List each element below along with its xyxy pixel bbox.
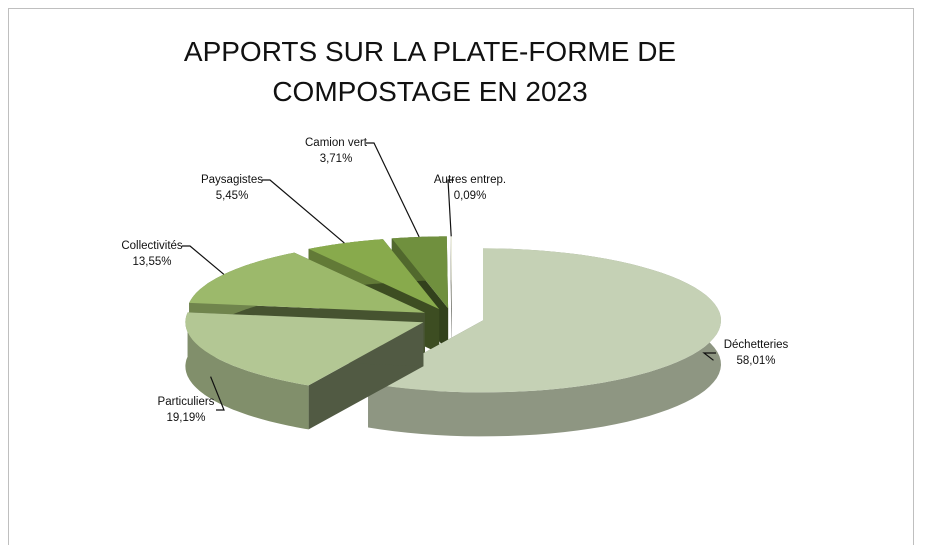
- category-label: Camion vert: [305, 137, 368, 149]
- category-label: Collectivités: [121, 240, 183, 252]
- slice: [450, 236, 452, 309]
- value-label: 58,01%: [736, 355, 775, 367]
- value-label: 0,09%: [454, 190, 487, 202]
- category-label: Particuliers: [158, 396, 215, 408]
- chart-title: APPORTS SUR LA PLATE-FORME DE COMPOSTAGE…: [183, 36, 677, 107]
- slice: [189, 252, 425, 313]
- category-label: Autres entrep.: [434, 174, 506, 186]
- slice: [308, 239, 440, 310]
- slice: [391, 236, 449, 309]
- value-label: 3,71%: [320, 153, 353, 165]
- slice: [185, 312, 424, 386]
- leader-line: [447, 179, 454, 237]
- leader-line: [182, 245, 225, 275]
- leader-line: [366, 142, 420, 238]
- category-label: Déchetteries: [724, 339, 789, 351]
- chart-frame: [8, 8, 914, 545]
- category-label: Paysagistes: [201, 174, 263, 186]
- slice: [368, 248, 721, 393]
- slice-group: [368, 248, 721, 437]
- leader-line: [702, 352, 716, 361]
- leader-line: [262, 179, 345, 244]
- value-label: 5,45%: [216, 190, 249, 202]
- value-label: 13,55%: [132, 256, 171, 268]
- value-label: 19,19%: [166, 412, 205, 424]
- slice-group: [185, 312, 424, 430]
- slice-wall: [185, 312, 309, 430]
- leader-line: [210, 376, 225, 411]
- slice-group: [450, 236, 452, 353]
